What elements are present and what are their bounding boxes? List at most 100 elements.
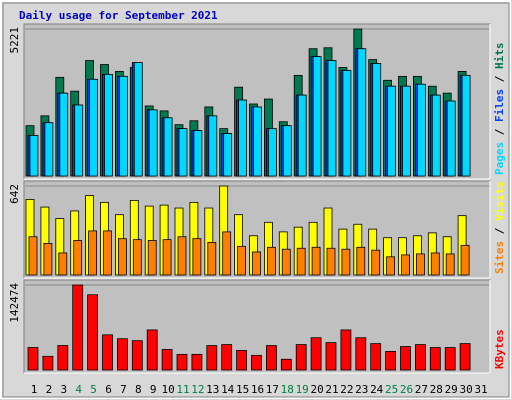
- bar: [148, 109, 158, 177]
- bar: [265, 345, 277, 371]
- bar: [133, 62, 143, 177]
- bar: [238, 99, 248, 177]
- x-tick-label: 29: [445, 383, 458, 396]
- bar: [222, 231, 232, 276]
- bar: [57, 345, 69, 371]
- bar: [310, 337, 322, 371]
- x-tick-label: 26: [400, 383, 413, 396]
- bar: [402, 85, 411, 177]
- legend-separator: /: [493, 221, 506, 241]
- x-tick-label: 4: [75, 383, 82, 396]
- legend: Pages / Files / Hits: [493, 43, 506, 176]
- x-tick-label: 22: [340, 383, 353, 396]
- x-tick-label: 20: [310, 383, 323, 396]
- bar: [161, 349, 173, 371]
- y-tick-label: 642: [8, 184, 21, 204]
- bar: [73, 240, 83, 276]
- x-tick-label: 18: [281, 383, 294, 396]
- bar: [178, 128, 188, 177]
- bar: [342, 70, 352, 177]
- x-tick-label: 8: [135, 383, 142, 396]
- bar: [386, 256, 396, 276]
- bar: [372, 63, 382, 177]
- x-tick-label: 9: [150, 383, 157, 396]
- bar: [28, 236, 38, 276]
- bar: [59, 92, 69, 177]
- bar: [74, 104, 84, 177]
- bar: [119, 75, 128, 177]
- bar: [371, 249, 381, 276]
- bar: [461, 74, 471, 177]
- bar: [296, 247, 306, 276]
- bar: [221, 344, 233, 371]
- bar: [193, 130, 203, 177]
- bar: [163, 117, 173, 177]
- legend-entry: Pages: [493, 142, 506, 175]
- legend: Sites / Visits: [493, 181, 506, 274]
- bar: [431, 94, 441, 177]
- bar: [357, 48, 367, 177]
- x-tick-label: 23: [355, 383, 368, 396]
- bar: [42, 355, 54, 371]
- bar: [445, 253, 455, 276]
- bar: [237, 245, 247, 276]
- bar: [147, 240, 157, 276]
- bar: [44, 122, 54, 177]
- x-tick-label: 1: [31, 383, 38, 396]
- bar: [340, 329, 352, 371]
- bar: [251, 354, 262, 371]
- bar: [370, 343, 382, 371]
- bar: [459, 343, 471, 371]
- bar: [89, 78, 98, 177]
- bar: [414, 344, 426, 371]
- bar: [401, 254, 410, 276]
- x-tick-label: 3: [60, 383, 67, 396]
- bar: [29, 135, 39, 177]
- x-tick-label: 10: [161, 383, 174, 396]
- x-tick-label: 19: [296, 383, 309, 396]
- x-tick-label: 7: [120, 383, 127, 396]
- bar: [102, 334, 113, 371]
- y-tick-label: 5221: [8, 27, 21, 54]
- bar: [207, 242, 217, 276]
- x-tick-label: 5: [90, 383, 97, 396]
- bar: [176, 353, 188, 371]
- bar: [27, 347, 39, 371]
- bar: [341, 248, 351, 276]
- x-tick-label: 15: [236, 383, 249, 396]
- bar: [162, 239, 172, 276]
- x-tick-label: 11: [176, 383, 189, 396]
- bar: [267, 128, 277, 177]
- bar: [429, 347, 441, 371]
- bar: [118, 238, 127, 276]
- bar: [355, 337, 367, 371]
- x-tick-label: 2: [46, 383, 53, 396]
- bar: [312, 56, 322, 177]
- bar: [72, 284, 84, 371]
- bar: [282, 125, 292, 177]
- bar: [192, 238, 202, 276]
- x-tick-label: 24: [370, 383, 384, 396]
- bar: [177, 236, 187, 276]
- bar: [191, 353, 203, 371]
- legend-entry: KBytes: [493, 329, 506, 369]
- bar: [103, 230, 112, 276]
- bar: [43, 242, 53, 276]
- bar: [446, 100, 456, 177]
- x-tick-label: 30: [459, 383, 472, 396]
- legend-entry: Hits: [493, 43, 506, 70]
- x-tick-label: 6: [105, 383, 112, 396]
- chart-title: Daily usage for September 2021: [19, 9, 218, 22]
- legend: KBytes: [493, 329, 506, 369]
- x-tick-label: 17: [266, 383, 279, 396]
- bar: [311, 246, 321, 276]
- bar: [356, 246, 366, 276]
- bar: [387, 85, 397, 177]
- bar: [400, 346, 411, 371]
- bar: [430, 252, 440, 276]
- legend-separator: /: [493, 69, 506, 89]
- bar: [208, 115, 218, 177]
- bar: [325, 342, 337, 371]
- bar: [415, 253, 425, 276]
